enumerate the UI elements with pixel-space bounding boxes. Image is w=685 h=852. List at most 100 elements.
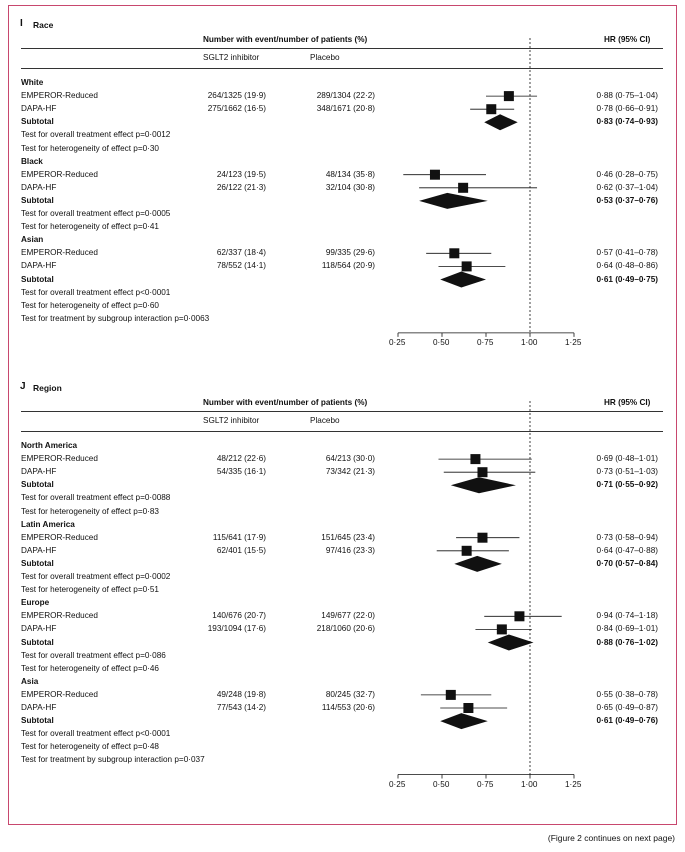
hr-point-marker <box>449 248 460 259</box>
hr-ci-value: 0·62 (0·37–1·04) <box>596 182 658 192</box>
subtotal-label: Subtotal <box>21 117 54 127</box>
study-label: EMPEROR-Reduced <box>21 454 98 464</box>
subtotal-label: Subtotal <box>21 637 54 647</box>
panel-label: J <box>20 381 26 392</box>
hr-point-marker <box>463 703 474 713</box>
hr-point-marker <box>429 169 440 180</box>
column-placebo-header: Placebo <box>310 416 340 425</box>
header-rule <box>21 411 663 412</box>
subtotal-label: Subtotal <box>21 274 54 284</box>
x-tick-label: 0·25 <box>389 779 406 789</box>
placebo-events: 151/645 (23·4) <box>321 532 375 542</box>
placebo-events: 80/245 (32·7) <box>325 689 375 699</box>
sglt2-events: 26/122 (21·3) <box>216 182 266 192</box>
group-name: Europe <box>21 598 50 608</box>
hr-ci-value: 0·65 (0·49–0·87) <box>596 703 658 712</box>
hr-ci-value: 0·55 (0·38–0·78) <box>596 689 658 699</box>
column-sglt2-header: SGLT2 inhibitor <box>203 53 260 62</box>
hr-point-marker <box>461 261 472 272</box>
hr-point-marker <box>477 467 488 478</box>
sglt2-events: 77/543 (14·2) <box>216 703 266 712</box>
sglt2-events: 264/1325 (19·9) <box>207 91 266 101</box>
placebo-events: 218/1060 (20·6) <box>316 624 375 634</box>
placebo-events: 99/335 (29·6) <box>325 248 375 258</box>
hr-ci-value: 0·69 (0·48–1·01) <box>596 454 658 464</box>
hr-point-marker <box>458 182 469 193</box>
study-label: DAPA-HF <box>21 182 57 192</box>
placebo-events: 64/213 (30·0) <box>325 454 375 464</box>
test-note: Test for overall treatment effect p<0·00… <box>21 287 171 297</box>
x-tick-label: 1·00 <box>521 779 538 789</box>
sglt2-events: 48/212 (22·6) <box>216 454 266 464</box>
hr-point-marker <box>486 104 497 115</box>
panel-title: Race <box>33 20 54 30</box>
column-sglt2-header: SGLT2 inhibitor <box>203 416 260 425</box>
x-tick-label: 0·75 <box>477 337 494 347</box>
subtotal-hr-ci: 0·71 (0·55–0·92) <box>596 480 658 490</box>
study-label: DAPA-HF <box>21 104 57 114</box>
test-note: Test for overall treatment effect p=0·00… <box>21 130 171 140</box>
header-hr: HR (95% CI) <box>604 398 651 407</box>
panel-title: Region <box>33 383 62 393</box>
test-note: Test for overall treatment effect p=0·00… <box>21 493 171 503</box>
header-rule <box>21 68 663 69</box>
continues-note: (Figure 2 continues on next page) <box>547 833 675 843</box>
x-tick-label: 0·25 <box>389 337 406 347</box>
hr-point-marker <box>496 624 507 635</box>
sglt2-events: 140/676 (20·7) <box>212 611 266 621</box>
hr-point-marker <box>514 611 525 622</box>
study-label: DAPA-HF <box>21 624 57 634</box>
hr-point-marker <box>503 91 514 102</box>
hr-ci-value: 0·88 (0·75–1·04) <box>596 91 658 101</box>
header-events: Number with event/number of patients (%) <box>203 398 368 407</box>
sglt2-events: 275/1662 (16·5) <box>207 104 266 114</box>
subtotal-diamond <box>484 114 518 131</box>
hr-ci-value: 0·78 (0·66–0·91) <box>596 104 658 114</box>
hr-ci-value: 0·73 (0·58–0·94) <box>596 532 658 542</box>
subtotal-diamond <box>440 713 488 730</box>
placebo-events: 348/1671 (20·8) <box>316 104 375 114</box>
subtotal-hr-ci: 0·83 (0·74–0·93) <box>596 117 658 127</box>
hr-ci-value: 0·94 (0·74–1·18) <box>596 611 658 621</box>
header-hr: HR (95% CI) <box>604 35 651 44</box>
panel-label: I <box>20 18 23 29</box>
study-label: EMPEROR-Reduced <box>21 91 98 101</box>
sglt2-events: 49/248 (19·8) <box>216 689 266 699</box>
study-label: DAPA-HF <box>21 261 57 271</box>
sglt2-events: 115/641 (17·9) <box>212 532 266 542</box>
subtotal-hr-ci: 0·88 (0·76–1·02) <box>596 637 658 647</box>
group-name: Black <box>21 156 43 166</box>
x-tick-label: 0·50 <box>433 337 450 347</box>
placebo-events: 73/342 (21·3) <box>325 467 375 477</box>
group-name: Latin America <box>21 519 75 529</box>
sglt2-events: 62/337 (18·4) <box>216 248 266 258</box>
figure-frame <box>8 5 677 825</box>
test-note: Test for overall treatment effect p=0·00… <box>21 572 171 581</box>
placebo-events: 32/104 (30·8) <box>325 182 375 192</box>
group-name: White <box>21 78 44 87</box>
placebo-events: 48/134 (35·8) <box>325 169 375 179</box>
x-tick-label: 0·75 <box>477 779 494 789</box>
x-tick-label: 1·00 <box>521 337 538 347</box>
subtotal-diamond <box>454 555 502 572</box>
x-tick-label: 0·50 <box>433 779 450 789</box>
header-rule <box>21 48 663 49</box>
test-note: Test for overall treatment effect p=0·00… <box>21 209 171 218</box>
sglt2-events: 193/1094 (17·6) <box>207 624 266 634</box>
subtotal-label: Subtotal <box>21 716 54 726</box>
subtotal-hr-ci: 0·53 (0·37–0·76) <box>596 195 658 205</box>
group-name: Asian <box>21 235 44 245</box>
test-note: Test for overall treatment effect p<0·00… <box>21 729 171 739</box>
hr-point-marker <box>461 545 472 556</box>
group-name: Asia <box>21 676 39 686</box>
x-tick-label: 1·25 <box>565 779 582 789</box>
header-events: Number with event/number of patients (%) <box>203 35 368 44</box>
placebo-events: 149/677 (22·0) <box>321 611 375 621</box>
test-note: Test for heterogeneity of effect p=0·83 <box>21 506 159 516</box>
placebo-events: 289/1304 (22·2) <box>316 91 375 101</box>
test-note: Test for heterogeneity of effect p=0·30 <box>21 143 159 153</box>
hr-ci-value: 0·84 (0·69–1·01) <box>596 624 658 634</box>
group-name: North America <box>21 441 78 450</box>
hr-ci-value: 0·64 (0·47–0·88) <box>596 545 658 555</box>
